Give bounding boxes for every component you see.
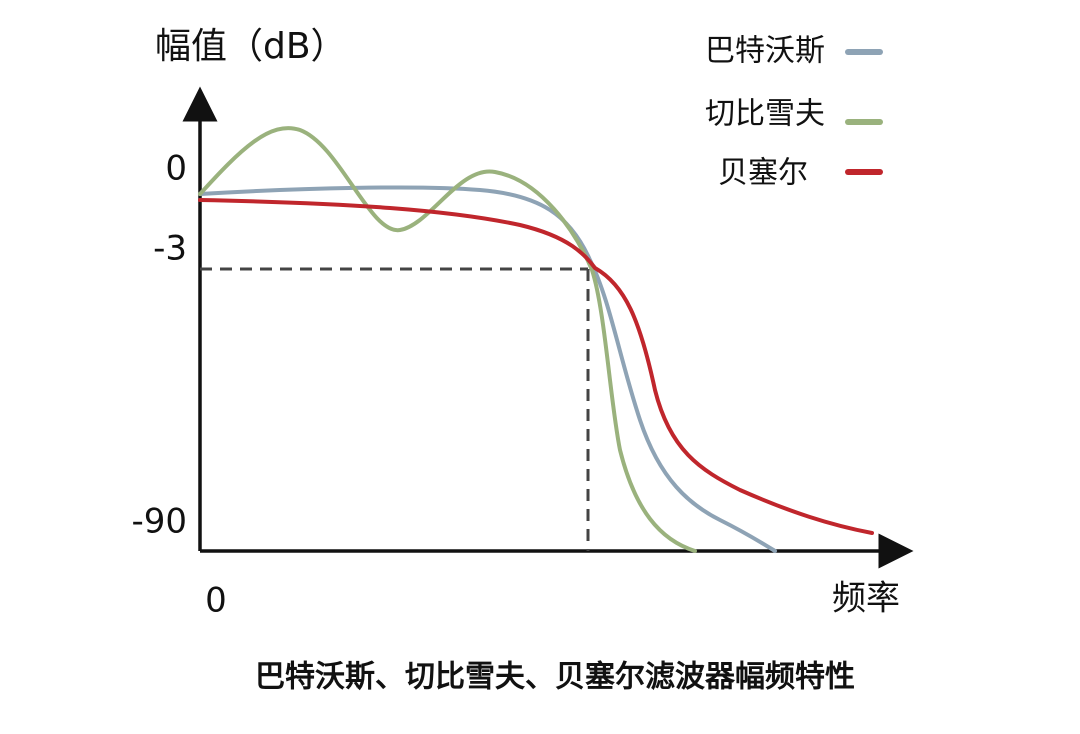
y-label: -3 (153, 229, 187, 269)
x-origin-label: 0 (205, 581, 227, 621)
caption: 巴特沃斯、切比雪夫、贝塞尔滤波器幅频特性 (255, 660, 855, 695)
butterworth-curve (198, 185, 777, 553)
legend-label: 切比雪夫 (705, 97, 825, 132)
y-label: 0 (165, 149, 187, 189)
chebyshev-curve (198, 126, 697, 553)
legend-label: 贝塞尔 (718, 156, 808, 191)
bessel-curve (198, 198, 874, 535)
y-label: -90 (131, 502, 187, 542)
y-title: 幅值（dB） (155, 26, 347, 67)
legend-label: 巴特沃斯 (705, 34, 825, 69)
x-title: 频率 (832, 579, 900, 619)
